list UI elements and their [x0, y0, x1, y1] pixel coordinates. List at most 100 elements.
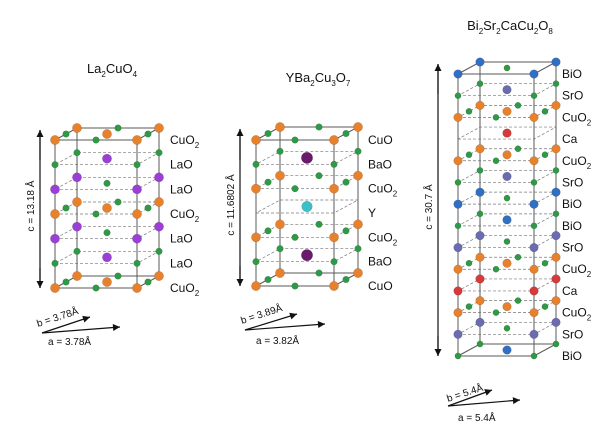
layer-label: LaO: [170, 182, 193, 196]
atom-o: [514, 145, 522, 153]
atom-cu: [529, 308, 539, 318]
atom-o: [552, 167, 560, 174]
atom-cu: [475, 296, 485, 306]
atom-o: [330, 160, 338, 168]
atom-cu: [475, 100, 485, 110]
structure-title-part: 8: [548, 27, 553, 36]
layer-label-part: 2: [587, 162, 592, 171]
atom-o: [541, 259, 549, 267]
structure-title-part: O: [336, 70, 346, 85]
atom-cu: [453, 264, 463, 274]
layer-label: LaO: [170, 158, 193, 172]
atom-o: [530, 352, 538, 360]
atom-ca: [475, 274, 485, 284]
atom-cu: [502, 258, 512, 268]
atom-ba: [301, 249, 313, 261]
structure-title-part: 2: [479, 27, 484, 36]
layer-label-part: 2: [393, 190, 398, 199]
layer-label-part: CuO: [368, 230, 393, 244]
atom-o: [315, 172, 323, 180]
atom-cu: [551, 100, 561, 110]
atom-cu: [132, 209, 142, 219]
layer-label-part: LaO: [170, 232, 193, 246]
atom-o: [514, 297, 522, 304]
a-axis-arrow-head: [512, 397, 520, 405]
atom-bi: [475, 187, 485, 197]
atom-bi: [529, 199, 539, 209]
atom-o: [476, 80, 484, 88]
atom-la: [72, 221, 82, 232]
structure-title: YBa2Cu3O7: [286, 70, 351, 88]
atom-o: [514, 102, 522, 109]
atom-cu: [551, 144, 561, 154]
atom-ca: [453, 286, 463, 296]
c-axis-arrow-down-head: [434, 349, 442, 356]
atom-o: [315, 269, 323, 277]
atom-sr: [551, 230, 561, 241]
bscco-structure: Bi2Sr2CaCu2O8BiOSrOCuO2CaCuO2SrOBiOBiOSr…: [422, 18, 592, 424]
atom-la: [154, 172, 164, 183]
a-axis-label: a = 3.78Å: [48, 335, 91, 348]
atom-o: [492, 114, 500, 121]
layer-label-part: SrO: [562, 89, 583, 103]
atom-o: [454, 352, 462, 360]
atom-cu: [502, 150, 512, 160]
layer-label: CuO2: [562, 262, 592, 279]
structure-title-part: Sr: [483, 18, 497, 33]
atom-o: [144, 204, 152, 212]
atom-o: [291, 233, 299, 241]
atom-o: [51, 161, 59, 169]
c-axis-label: c = 11.6802 Å: [224, 174, 237, 236]
layer-label: LaO: [170, 232, 193, 246]
atom-o: [92, 210, 100, 218]
atom-o: [541, 303, 549, 310]
atom-bi: [453, 199, 463, 209]
atom-o: [330, 258, 338, 266]
atom-o: [503, 324, 511, 332]
layer-label-part: CuO: [368, 279, 393, 293]
layer-label: CuO2: [170, 281, 200, 298]
layer-label: BiO: [562, 219, 582, 233]
atom-o: [264, 227, 272, 235]
atom-o: [541, 151, 549, 159]
layer-label: SrO: [562, 175, 583, 189]
atom-cu: [529, 264, 539, 274]
atom-o: [552, 340, 560, 348]
layer-label-part: 2: [195, 215, 200, 224]
atom-o: [552, 80, 560, 88]
atom-o: [114, 124, 122, 132]
layer-label-part: 2: [393, 238, 398, 247]
atom-o: [530, 222, 538, 230]
layer-label-part: CuO: [170, 133, 195, 147]
layer-label-part: BaO: [368, 255, 392, 269]
c-axis-arrow-up-head: [36, 130, 44, 137]
layer-label-part: Ca: [562, 132, 578, 146]
layer-label: BaO: [368, 255, 392, 269]
atom-o: [252, 258, 260, 266]
atom-o: [492, 157, 500, 165]
layer-label: CuO2: [368, 182, 398, 199]
layer-label-part: 2: [195, 141, 200, 150]
atom-o: [476, 167, 484, 174]
atom-cu: [475, 144, 485, 154]
atom-o: [342, 129, 350, 138]
atom-cu: [154, 123, 164, 133]
atom-o: [264, 178, 272, 186]
a-axis-label: a = 5.4Å: [458, 411, 496, 424]
atom-o: [492, 309, 500, 316]
layer-label-part: BiO: [562, 67, 582, 81]
structure-title-part: CuO: [106, 61, 133, 76]
layer-label: Ca: [562, 132, 578, 146]
structure-title-part: 2: [101, 70, 106, 79]
atom-o: [73, 247, 81, 255]
layer-label: BiO: [562, 349, 582, 363]
atom-bi: [453, 69, 463, 79]
b-axis-label: b = 3.89Å: [239, 301, 284, 327]
c-axis-arrow-up-head: [236, 129, 244, 136]
atom-cu: [275, 122, 285, 132]
atom-o: [465, 303, 473, 310]
structure-title-part: 4: [133, 70, 138, 79]
atom-o: [315, 123, 323, 131]
atom-sr: [475, 317, 485, 327]
